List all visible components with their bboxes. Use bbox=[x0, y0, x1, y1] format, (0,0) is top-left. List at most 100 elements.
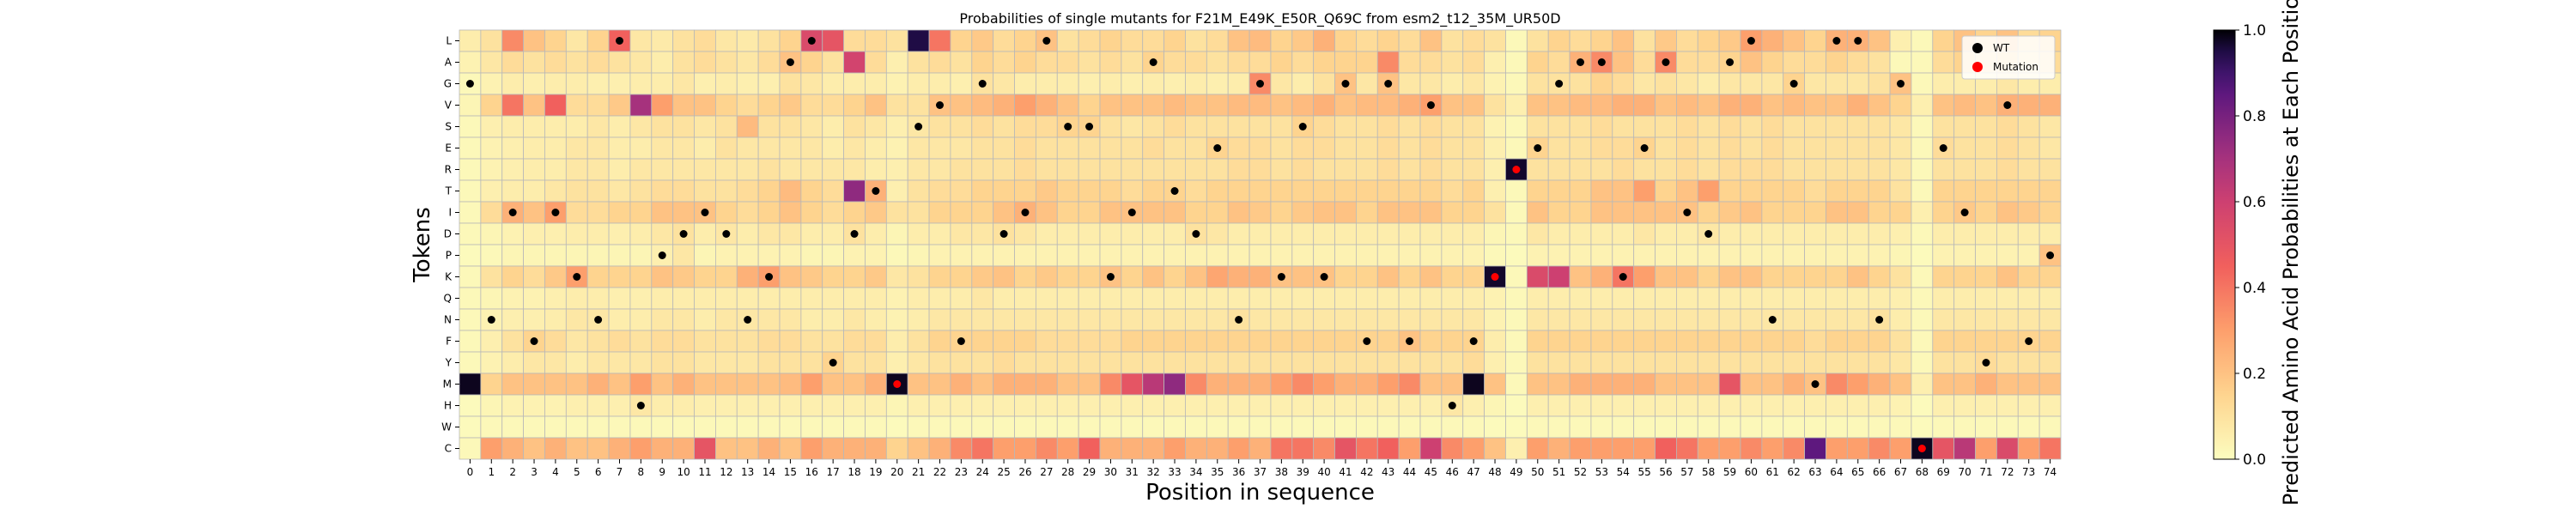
heatmap-cell-V-43 bbox=[1376, 94, 1400, 117]
heatmap-cell-M-74 bbox=[2038, 373, 2062, 396]
heatmap-cell-M-30 bbox=[1099, 373, 1122, 396]
heatmap-cell-Q-36 bbox=[1227, 287, 1250, 310]
heatmap-cell-L-48 bbox=[1484, 29, 1506, 52]
heatmap-cell-R-39 bbox=[1291, 158, 1315, 181]
heatmap-cell-K-58 bbox=[1697, 265, 1720, 288]
heatmap-cell-Y-55 bbox=[1633, 351, 1656, 374]
heatmap-cell-S-19 bbox=[865, 115, 887, 138]
heatmap-cell-T-32 bbox=[1142, 179, 1164, 203]
heatmap-cell-A-34 bbox=[1185, 51, 1207, 74]
heatmap-cell-M-5 bbox=[565, 373, 588, 396]
heatmap-cell-A-49 bbox=[1505, 51, 1528, 74]
heatmap-cell-L-10 bbox=[672, 29, 695, 52]
heatmap-cell-D-45 bbox=[1419, 222, 1443, 245]
heatmap-cell-A-5 bbox=[565, 51, 588, 74]
heatmap-cell-W-61 bbox=[1761, 415, 1784, 439]
heatmap-cell-S-60 bbox=[1740, 115, 1763, 138]
heatmap-cell-Q-33 bbox=[1163, 287, 1186, 310]
heatmap-cell-I-16 bbox=[800, 201, 823, 224]
mutation-marker-20 bbox=[893, 380, 902, 388]
heatmap-cell-M-51 bbox=[1547, 373, 1571, 396]
heatmap-cell-H-38 bbox=[1270, 394, 1293, 417]
heatmap-cell-K-45 bbox=[1419, 265, 1443, 288]
wt-marker-23 bbox=[957, 337, 965, 345]
heatmap-cell-W-62 bbox=[1783, 415, 1805, 439]
heatmap-cell-T-7 bbox=[608, 179, 631, 203]
heatmap-cell-S-54 bbox=[1612, 115, 1635, 138]
heatmap-cell-V-52 bbox=[1569, 94, 1592, 117]
heatmap-cell-C-0 bbox=[459, 437, 482, 460]
heatmap-cell-Q-28 bbox=[1056, 287, 1079, 310]
heatmap-cell-F-41 bbox=[1334, 330, 1357, 353]
heatmap-cell-F-5 bbox=[565, 330, 588, 353]
heatmap-cell-F-65 bbox=[1846, 330, 1869, 353]
wt-marker-18 bbox=[850, 230, 859, 238]
heatmap-cell-V-6 bbox=[586, 94, 610, 117]
heatmap-cell-G-33 bbox=[1163, 72, 1186, 95]
colorbar: 0.00.20.40.60.81.0 Predicted Amino Acid … bbox=[2213, 0, 2303, 506]
heatmap-cell-P-63 bbox=[1804, 244, 1826, 267]
heatmap-cell-V-0 bbox=[459, 94, 482, 117]
heatmap-cell-C-63 bbox=[1804, 437, 1826, 460]
heatmap-cell-Y-70 bbox=[1953, 351, 1976, 374]
heatmap-cell-F-58 bbox=[1697, 330, 1720, 353]
heatmap-cell-A-69 bbox=[1932, 51, 1955, 74]
heatmap-cell-A-41 bbox=[1334, 51, 1357, 74]
x-tick-label-13: 13 bbox=[741, 466, 754, 478]
heatmap-cell-C-52 bbox=[1569, 437, 1592, 460]
heatmap-cell-A-39 bbox=[1291, 51, 1315, 74]
heatmap-cell-K-59 bbox=[1718, 265, 1741, 288]
heatmap-cell-A-24 bbox=[971, 51, 994, 74]
heatmap-cell-L-42 bbox=[1356, 29, 1378, 52]
heatmap-cell-L-31 bbox=[1121, 29, 1144, 52]
heatmap-cell-I-73 bbox=[2017, 201, 2040, 224]
heatmap-cell-M-2 bbox=[501, 373, 524, 396]
wt-marker-55 bbox=[1640, 144, 1649, 152]
heatmap-cell-W-70 bbox=[1953, 415, 1976, 439]
heatmap-cell-A-67 bbox=[1889, 51, 1912, 74]
y-tick-label-H: H bbox=[444, 400, 452, 412]
heatmap-cell-N-0 bbox=[459, 308, 482, 331]
heatmap-cell-F-46 bbox=[1441, 330, 1464, 353]
heatmap-cell-T-60 bbox=[1740, 179, 1763, 203]
heatmap-cell-R-38 bbox=[1270, 158, 1293, 181]
heatmap-cell-Q-31 bbox=[1121, 287, 1144, 310]
heatmap-cell-V-33 bbox=[1163, 94, 1186, 117]
heatmap-cell-M-28 bbox=[1056, 373, 1079, 396]
heatmap-cell-Q-60 bbox=[1740, 287, 1763, 310]
heatmap-cell-F-48 bbox=[1484, 330, 1506, 353]
heatmap-cell-L-39 bbox=[1291, 29, 1315, 52]
heatmap-cell-I-34 bbox=[1185, 201, 1207, 224]
heatmap-cell-H-42 bbox=[1356, 394, 1378, 417]
wt-marker-34 bbox=[1192, 230, 1200, 238]
heatmap-cell-H-55 bbox=[1633, 394, 1656, 417]
x-tick-label-33: 33 bbox=[1168, 466, 1181, 478]
heatmap-cell-G-42 bbox=[1356, 72, 1378, 95]
heatmap-cell-E-0 bbox=[459, 136, 482, 160]
heatmap-cell-Y-26 bbox=[1014, 351, 1036, 374]
heatmap-cell-L-37 bbox=[1249, 29, 1272, 52]
heatmap-cell-Y-19 bbox=[865, 351, 887, 374]
heatmap-cell-A-26 bbox=[1014, 51, 1036, 74]
heatmap-cell-P-1 bbox=[480, 244, 503, 267]
heatmap-cell-N-45 bbox=[1419, 308, 1443, 331]
heatmap-cell-N-29 bbox=[1078, 308, 1101, 331]
heatmap-cell-Y-6 bbox=[586, 351, 610, 374]
heatmap-cell-L-43 bbox=[1376, 29, 1400, 52]
heatmap-cell-L-46 bbox=[1441, 29, 1464, 52]
heatmap-cell-G-31 bbox=[1121, 72, 1144, 95]
heatmap-cell-K-29 bbox=[1078, 265, 1101, 288]
x-tick-label-27: 27 bbox=[1040, 466, 1053, 478]
heatmap-cell-C-11 bbox=[694, 437, 716, 460]
heatmap-cell-L-9 bbox=[651, 29, 674, 52]
heatmap-cell-T-59 bbox=[1718, 179, 1741, 203]
heatmap-cell-F-13 bbox=[736, 330, 759, 353]
heatmap-cell-R-2 bbox=[501, 158, 524, 181]
heatmap-cell-G-65 bbox=[1846, 72, 1869, 95]
heatmap-cell-N-50 bbox=[1526, 308, 1549, 331]
x-tick-label-32: 32 bbox=[1147, 466, 1160, 478]
heatmap-cell-I-66 bbox=[1868, 201, 1891, 224]
heatmap-cell-T-2 bbox=[501, 179, 524, 203]
heatmap-cell-G-66 bbox=[1868, 72, 1891, 95]
heatmap-cell-E-65 bbox=[1846, 136, 1869, 160]
